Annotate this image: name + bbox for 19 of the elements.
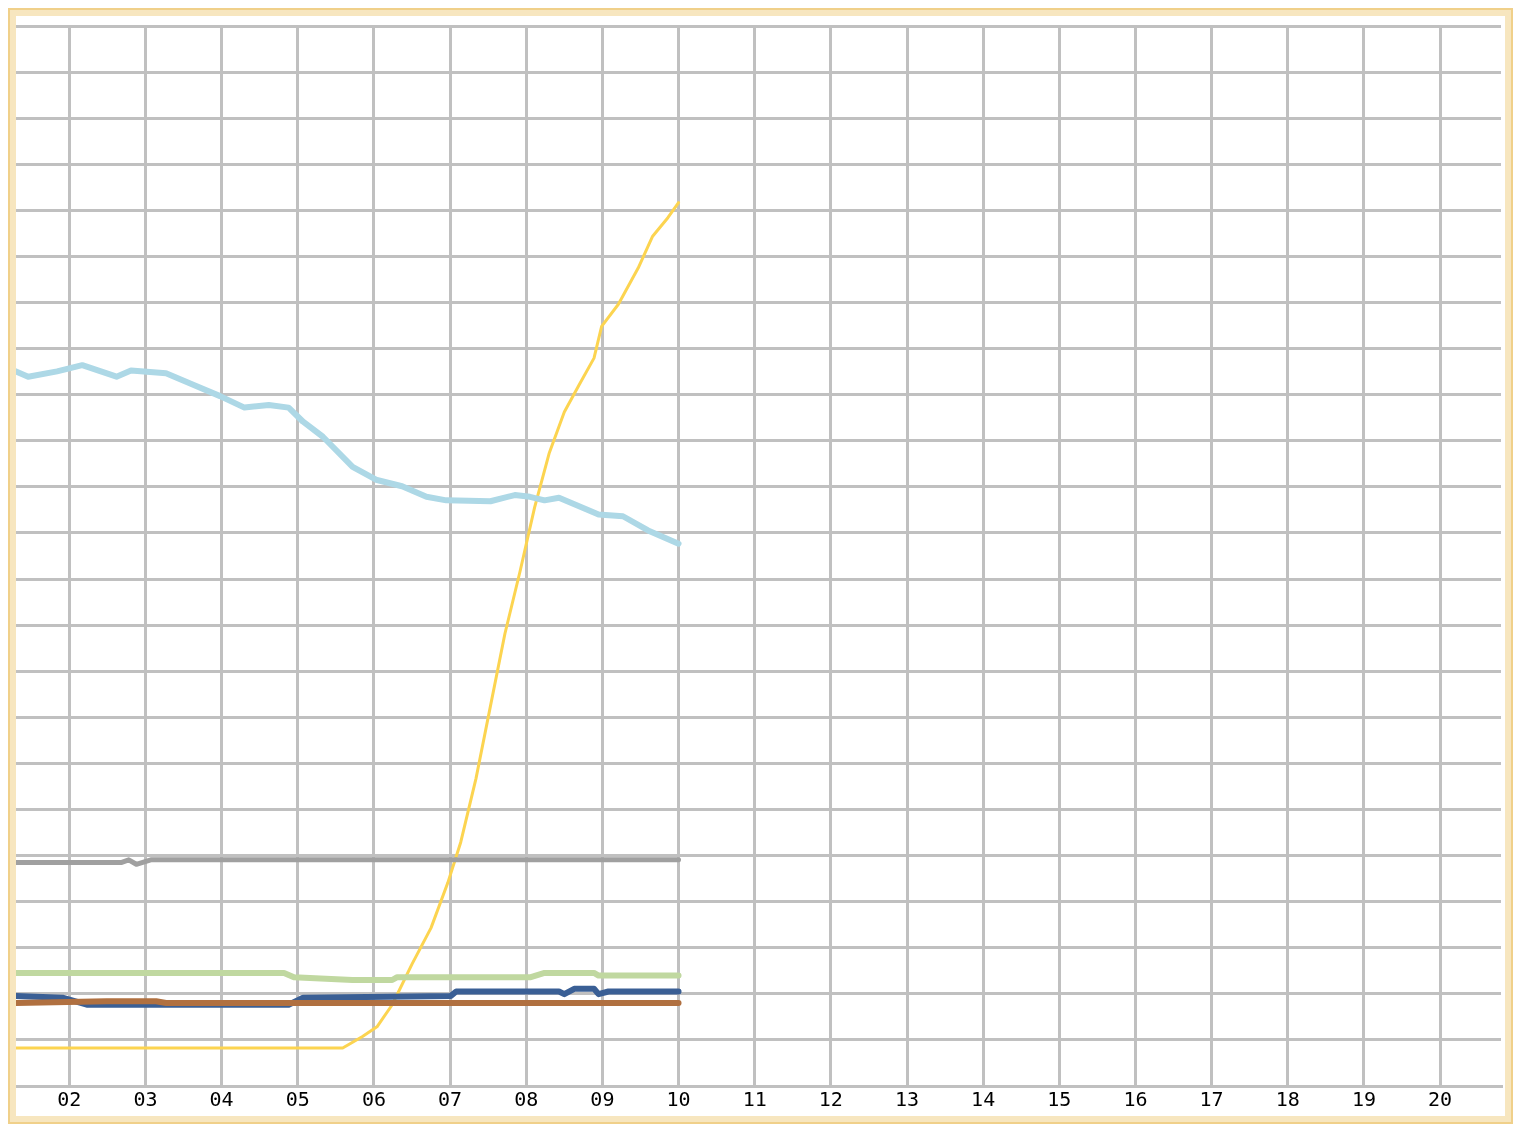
x-tick-label: 18 <box>1275 1087 1300 1112</box>
x-tick-label: 20 <box>1428 1087 1453 1112</box>
x-tick-label: 05 <box>285 1087 310 1112</box>
x-tick-label: 06 <box>361 1087 386 1112</box>
x-tick-label: 17 <box>1199 1087 1224 1112</box>
x-tick-label: 04 <box>209 1087 234 1112</box>
x-tick-label: 03 <box>133 1087 158 1112</box>
x-tick-label: 16 <box>1123 1087 1148 1112</box>
x-tick-label: 12 <box>818 1087 843 1112</box>
x-tick-label: 02 <box>57 1087 82 1112</box>
x-tick-label: 15 <box>1047 1087 1072 1112</box>
x-tick-label: 11 <box>742 1087 767 1112</box>
x-tick-label: 09 <box>590 1087 615 1112</box>
x-tick-label: 13 <box>894 1087 920 1112</box>
x-tick-label: 08 <box>514 1087 539 1112</box>
x-tick-label: 14 <box>971 1087 996 1112</box>
x-tick-label: 19 <box>1351 1087 1376 1112</box>
x-tick-label: 07 <box>438 1087 463 1112</box>
x-tick-label: 10 <box>666 1087 691 1112</box>
